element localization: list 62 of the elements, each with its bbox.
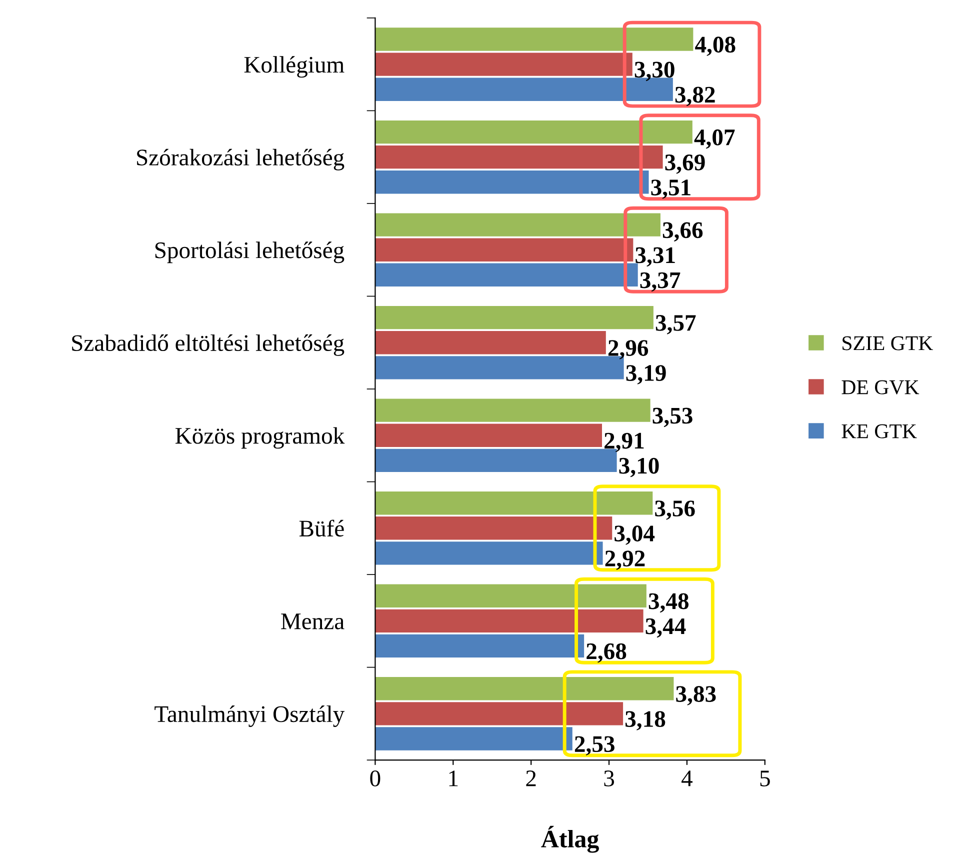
bar: [375, 609, 644, 633]
x-tick-label: 1: [449, 770, 458, 786]
x-tick-label: 3: [604, 770, 614, 786]
bar: [375, 398, 650, 422]
bar: [375, 727, 572, 750]
data-label: 3,31: [636, 247, 675, 267]
bar: [375, 213, 660, 236]
y-tick-label: Sportolási lehetőség: [155, 242, 344, 264]
data-label: 3,10: [619, 458, 659, 478]
data-label: 3,51: [651, 180, 690, 199]
bar: [375, 542, 603, 565]
y-tick-label: Közös programok: [175, 427, 345, 449]
data-label: 4,07: [694, 129, 735, 149]
x-axis-title: Átlag: [541, 826, 599, 853]
bar: [375, 492, 653, 515]
data-label: 3,56: [655, 500, 695, 520]
x-tick-label: 2: [526, 770, 536, 786]
x-tick-label: 0: [370, 770, 380, 786]
data-label: 2,92: [605, 550, 645, 570]
bar: [375, 28, 694, 51]
data-label: 3,69: [665, 154, 705, 174]
data-label: 3,30: [634, 62, 674, 82]
data-label: 3,53: [652, 408, 692, 428]
data-label: 2,96: [608, 340, 648, 360]
x-tick-label: 5: [760, 770, 770, 786]
x-tick-label: 4: [682, 770, 692, 786]
data-label: 2,53: [574, 736, 614, 756]
y-tick-label: Tanulmányi Osztály: [154, 705, 345, 727]
data-label: 4,08: [695, 36, 736, 56]
bar: [375, 634, 584, 658]
y-tick-label: Menza: [281, 614, 344, 630]
bar: [375, 52, 632, 76]
data-label: 3,44: [646, 618, 686, 638]
data-label: 3,18: [625, 711, 666, 730]
data-label: 3,37: [640, 272, 680, 292]
y-tick-label: Büfé: [299, 520, 344, 537]
legend-label: KE GTK: [842, 424, 917, 438]
data-label: 3,83: [676, 686, 716, 706]
bar: [375, 331, 606, 354]
data-label: 3,66: [662, 222, 703, 242]
data-label: 2,91: [604, 432, 644, 452]
bar: [375, 170, 649, 194]
bar: [375, 120, 692, 144]
bar: [375, 516, 612, 540]
bar: [375, 702, 624, 726]
bar: [375, 424, 602, 447]
data-label: 3,48: [648, 593, 689, 613]
data-label: 3,04: [614, 526, 655, 545]
y-tick-label: Kollégium: [244, 56, 344, 78]
data-label: 3,19: [626, 365, 666, 384]
y-tick-label: Szabadidő eltöltési lehetőség: [72, 334, 344, 356]
bar: [375, 306, 654, 330]
legend-label: SZIE GTK: [842, 336, 933, 350]
data-label: 2,68: [586, 643, 626, 663]
bar: [375, 677, 674, 700]
y-tick-label: Szórakozási lehetőség: [137, 148, 344, 170]
bar: [375, 584, 646, 608]
bar: [375, 145, 663, 169]
data-label: 3,82: [675, 86, 715, 106]
data-label: 3,57: [656, 315, 696, 334]
bar: [375, 238, 634, 262]
legend-label: DE GVK: [842, 380, 920, 394]
